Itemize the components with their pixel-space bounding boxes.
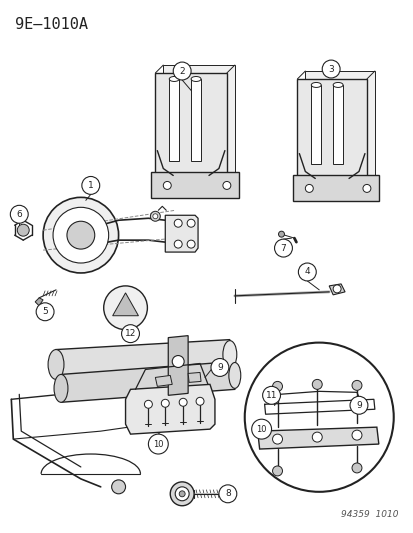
Circle shape [351, 463, 361, 473]
Circle shape [36, 303, 54, 321]
Ellipse shape [311, 83, 320, 87]
Circle shape [278, 231, 284, 237]
Polygon shape [328, 284, 344, 295]
Polygon shape [165, 215, 197, 252]
Circle shape [274, 239, 292, 257]
Circle shape [175, 487, 189, 501]
Ellipse shape [332, 83, 342, 87]
Circle shape [211, 359, 228, 376]
Text: 5: 5 [42, 307, 48, 316]
Ellipse shape [54, 375, 68, 402]
Polygon shape [311, 85, 320, 164]
Text: 11: 11 [265, 391, 277, 400]
Polygon shape [191, 79, 201, 160]
Polygon shape [257, 427, 378, 449]
Circle shape [43, 197, 118, 273]
Polygon shape [297, 79, 366, 183]
Circle shape [121, 325, 139, 343]
Circle shape [251, 419, 271, 439]
Circle shape [172, 356, 184, 367]
Polygon shape [168, 336, 188, 395]
Circle shape [351, 430, 361, 440]
Circle shape [152, 214, 157, 219]
Circle shape [351, 381, 361, 390]
Circle shape [173, 62, 191, 80]
Circle shape [272, 434, 282, 444]
Ellipse shape [222, 341, 236, 368]
Ellipse shape [191, 77, 201, 82]
Circle shape [349, 397, 367, 414]
Text: 10: 10 [153, 440, 163, 449]
Polygon shape [56, 340, 229, 379]
Polygon shape [169, 79, 179, 160]
Circle shape [174, 219, 182, 227]
Circle shape [17, 224, 29, 236]
Text: 9: 9 [216, 363, 222, 372]
Text: 9E–1010A: 9E–1010A [15, 17, 88, 33]
Circle shape [179, 491, 185, 497]
Polygon shape [293, 175, 378, 201]
Circle shape [244, 343, 393, 492]
Polygon shape [112, 293, 138, 316]
Circle shape [362, 184, 370, 192]
Circle shape [163, 181, 171, 189]
Text: 9: 9 [355, 401, 361, 410]
Circle shape [196, 397, 204, 405]
Circle shape [161, 399, 169, 407]
Text: 10: 10 [256, 425, 266, 434]
Text: 3: 3 [328, 64, 333, 74]
Polygon shape [151, 173, 238, 198]
Text: 6: 6 [17, 210, 22, 219]
Text: 2: 2 [179, 67, 185, 76]
Polygon shape [163, 65, 234, 173]
Circle shape [222, 181, 230, 189]
Circle shape [112, 480, 125, 494]
Polygon shape [35, 298, 43, 306]
Text: 4: 4 [304, 268, 309, 277]
Circle shape [67, 221, 95, 249]
Circle shape [144, 400, 152, 408]
Text: 1: 1 [88, 181, 93, 190]
Ellipse shape [48, 350, 64, 379]
Circle shape [262, 386, 280, 404]
Circle shape [174, 240, 182, 248]
Circle shape [103, 286, 147, 330]
Circle shape [218, 485, 236, 503]
Text: 94359  1010: 94359 1010 [340, 510, 398, 519]
Text: 7: 7 [280, 244, 286, 253]
Circle shape [332, 285, 340, 293]
Ellipse shape [228, 362, 240, 389]
Circle shape [321, 60, 339, 78]
Circle shape [53, 207, 108, 263]
Polygon shape [61, 361, 234, 402]
Circle shape [179, 398, 187, 406]
Circle shape [170, 482, 194, 506]
Ellipse shape [169, 77, 179, 82]
Circle shape [311, 432, 321, 442]
Polygon shape [155, 375, 172, 386]
Circle shape [187, 219, 195, 227]
Polygon shape [125, 384, 214, 434]
Text: 12: 12 [125, 329, 136, 338]
Circle shape [272, 382, 282, 391]
Circle shape [10, 205, 28, 223]
Text: 8: 8 [224, 489, 230, 498]
Circle shape [187, 240, 195, 248]
Circle shape [311, 379, 321, 389]
Polygon shape [155, 73, 226, 181]
Circle shape [305, 184, 313, 192]
Circle shape [150, 211, 160, 221]
Polygon shape [188, 373, 201, 382]
Circle shape [298, 263, 316, 281]
Polygon shape [332, 85, 342, 164]
Circle shape [82, 176, 100, 195]
Circle shape [148, 434, 168, 454]
Circle shape [272, 466, 282, 476]
Polygon shape [305, 71, 374, 175]
